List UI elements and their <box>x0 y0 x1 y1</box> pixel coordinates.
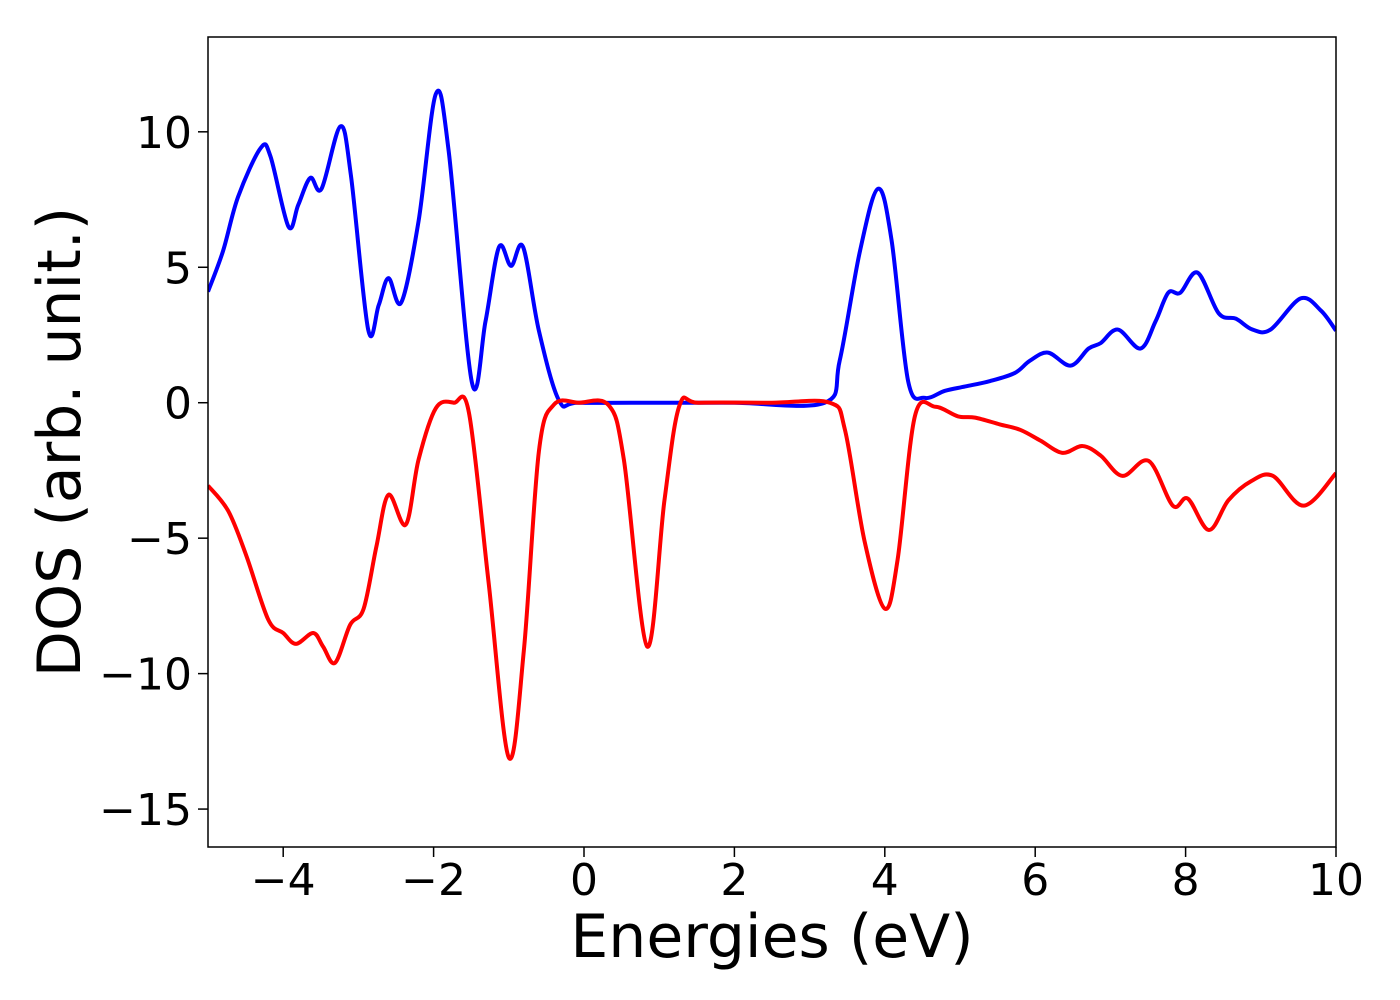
line <box>208 394 1336 761</box>
x-tick-label: 10 <box>1308 855 1364 906</box>
y-tick-label: −10 <box>99 650 192 701</box>
plot-frame <box>207 36 1337 848</box>
y-axis-label: DOS (arb. unit.) <box>25 207 95 677</box>
y-tick-label: −5 <box>127 514 192 565</box>
x-tick-label: 2 <box>720 855 748 906</box>
x-tick-label: 4 <box>871 855 899 906</box>
line <box>208 88 1336 409</box>
x-tick-label: 0 <box>570 855 598 906</box>
x-tick-label: 8 <box>1172 855 1200 906</box>
y-tick-label: 0 <box>164 379 192 430</box>
x-tick-label: 6 <box>1021 855 1049 906</box>
x-axis-label: Energies (eV) <box>570 902 973 972</box>
y-tick-label: 5 <box>164 243 192 294</box>
x-tick-label: −4 <box>251 855 316 906</box>
y-tick-label: −15 <box>99 785 192 836</box>
x-tick-label: −2 <box>401 855 466 906</box>
y-tick-label: 10 <box>136 108 192 159</box>
